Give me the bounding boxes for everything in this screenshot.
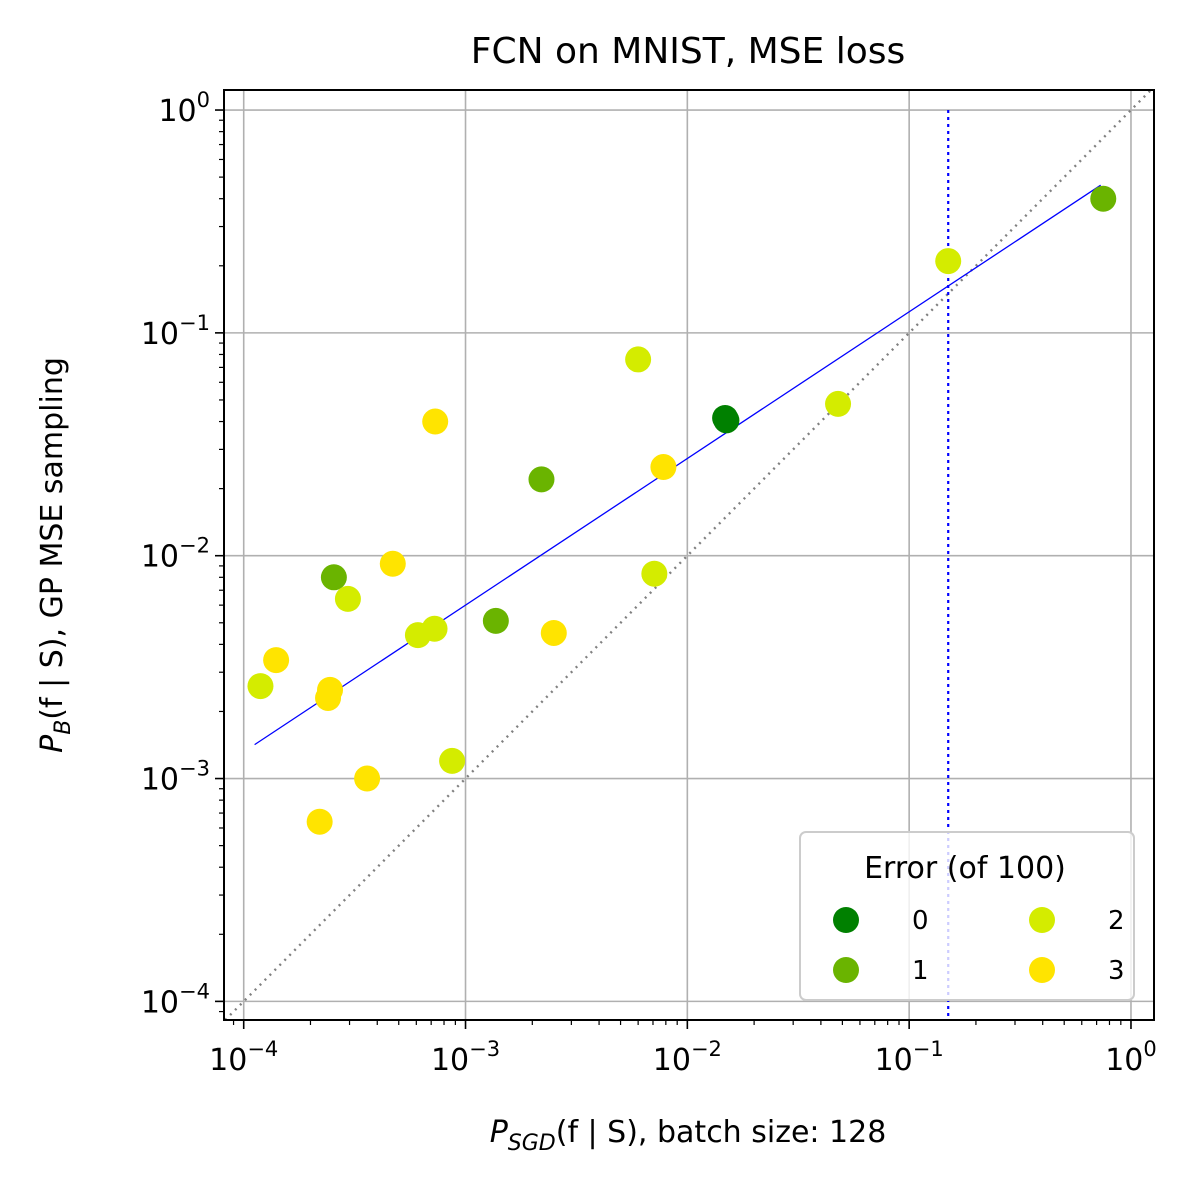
legend-marker-1: [833, 957, 859, 983]
legend-label-2: 2: [1108, 906, 1125, 936]
data-point-error-3: [650, 454, 677, 481]
data-point-error-3: [263, 647, 290, 674]
fit-line: [254, 184, 1102, 746]
legend-box: [799, 831, 1135, 1001]
x-tick-label: 10−3: [431, 1037, 500, 1078]
y-tick-label: 10−4: [141, 979, 210, 1020]
legend-label-1: 1: [912, 956, 929, 986]
legend-title: Error (of 100): [864, 851, 1066, 886]
data-point-error-0: [713, 407, 740, 434]
data-point-error-3: [315, 684, 342, 711]
data-point-error-3: [354, 765, 381, 792]
data-point-error-3: [422, 408, 449, 435]
data-point-error-3: [379, 550, 406, 577]
identity-line: [224, 89, 1152, 1021]
axis-labels: PSGD(f | S), batch size: 128 PB(f | S), G…: [35, 357, 886, 1156]
x-tick-label: 10−2: [653, 1037, 722, 1078]
legend-marker-2: [1029, 907, 1055, 933]
y-tick-label: 10−2: [141, 534, 210, 575]
data-point-error-3: [306, 808, 333, 835]
legend: Error (of 100) 0 1 2 3: [799, 831, 1135, 1001]
data-point-error-1: [1090, 185, 1117, 212]
legend-marker-3: [1029, 957, 1055, 983]
legend-label-0: 0: [912, 906, 929, 936]
data-point-error-1: [482, 607, 509, 634]
chart-title: FCN on MNIST, MSE loss: [471, 31, 905, 72]
data-point-error-2: [404, 622, 431, 649]
data-points: [247, 185, 1117, 835]
data-point-error-2: [334, 585, 361, 612]
data-point-error-1: [320, 564, 347, 591]
data-point-error-2: [439, 747, 466, 774]
axis-ticks: 10−4 10−3 10−2 10−1 100 10−4 10−3 10−2 10−1 100: [141, 88, 1157, 1078]
y-axis-label: PB(f | S), GP MSE sampling: [35, 357, 76, 753]
data-point-error-2: [641, 560, 668, 587]
x-axis-label: PSGD(f | S), batch size: 128: [490, 1115, 887, 1156]
data-point-error-2: [247, 673, 274, 700]
data-point-error-2: [625, 346, 652, 373]
y-tick-label: 100: [158, 88, 210, 129]
x-tick-label: 10−1: [875, 1037, 944, 1078]
y-tick-label: 10−1: [141, 311, 210, 352]
legend-label-3: 3: [1108, 956, 1125, 986]
legend-marker-0: [833, 907, 859, 933]
data-point-error-3: [540, 619, 567, 646]
x-tick-label: 10−4: [209, 1037, 278, 1078]
data-point-error-1: [528, 466, 555, 493]
data-point-error-2: [935, 248, 962, 275]
y-tick-label: 10−3: [141, 757, 210, 798]
x-tick-label: 100: [1105, 1037, 1157, 1078]
data-point-error-2: [825, 390, 852, 417]
